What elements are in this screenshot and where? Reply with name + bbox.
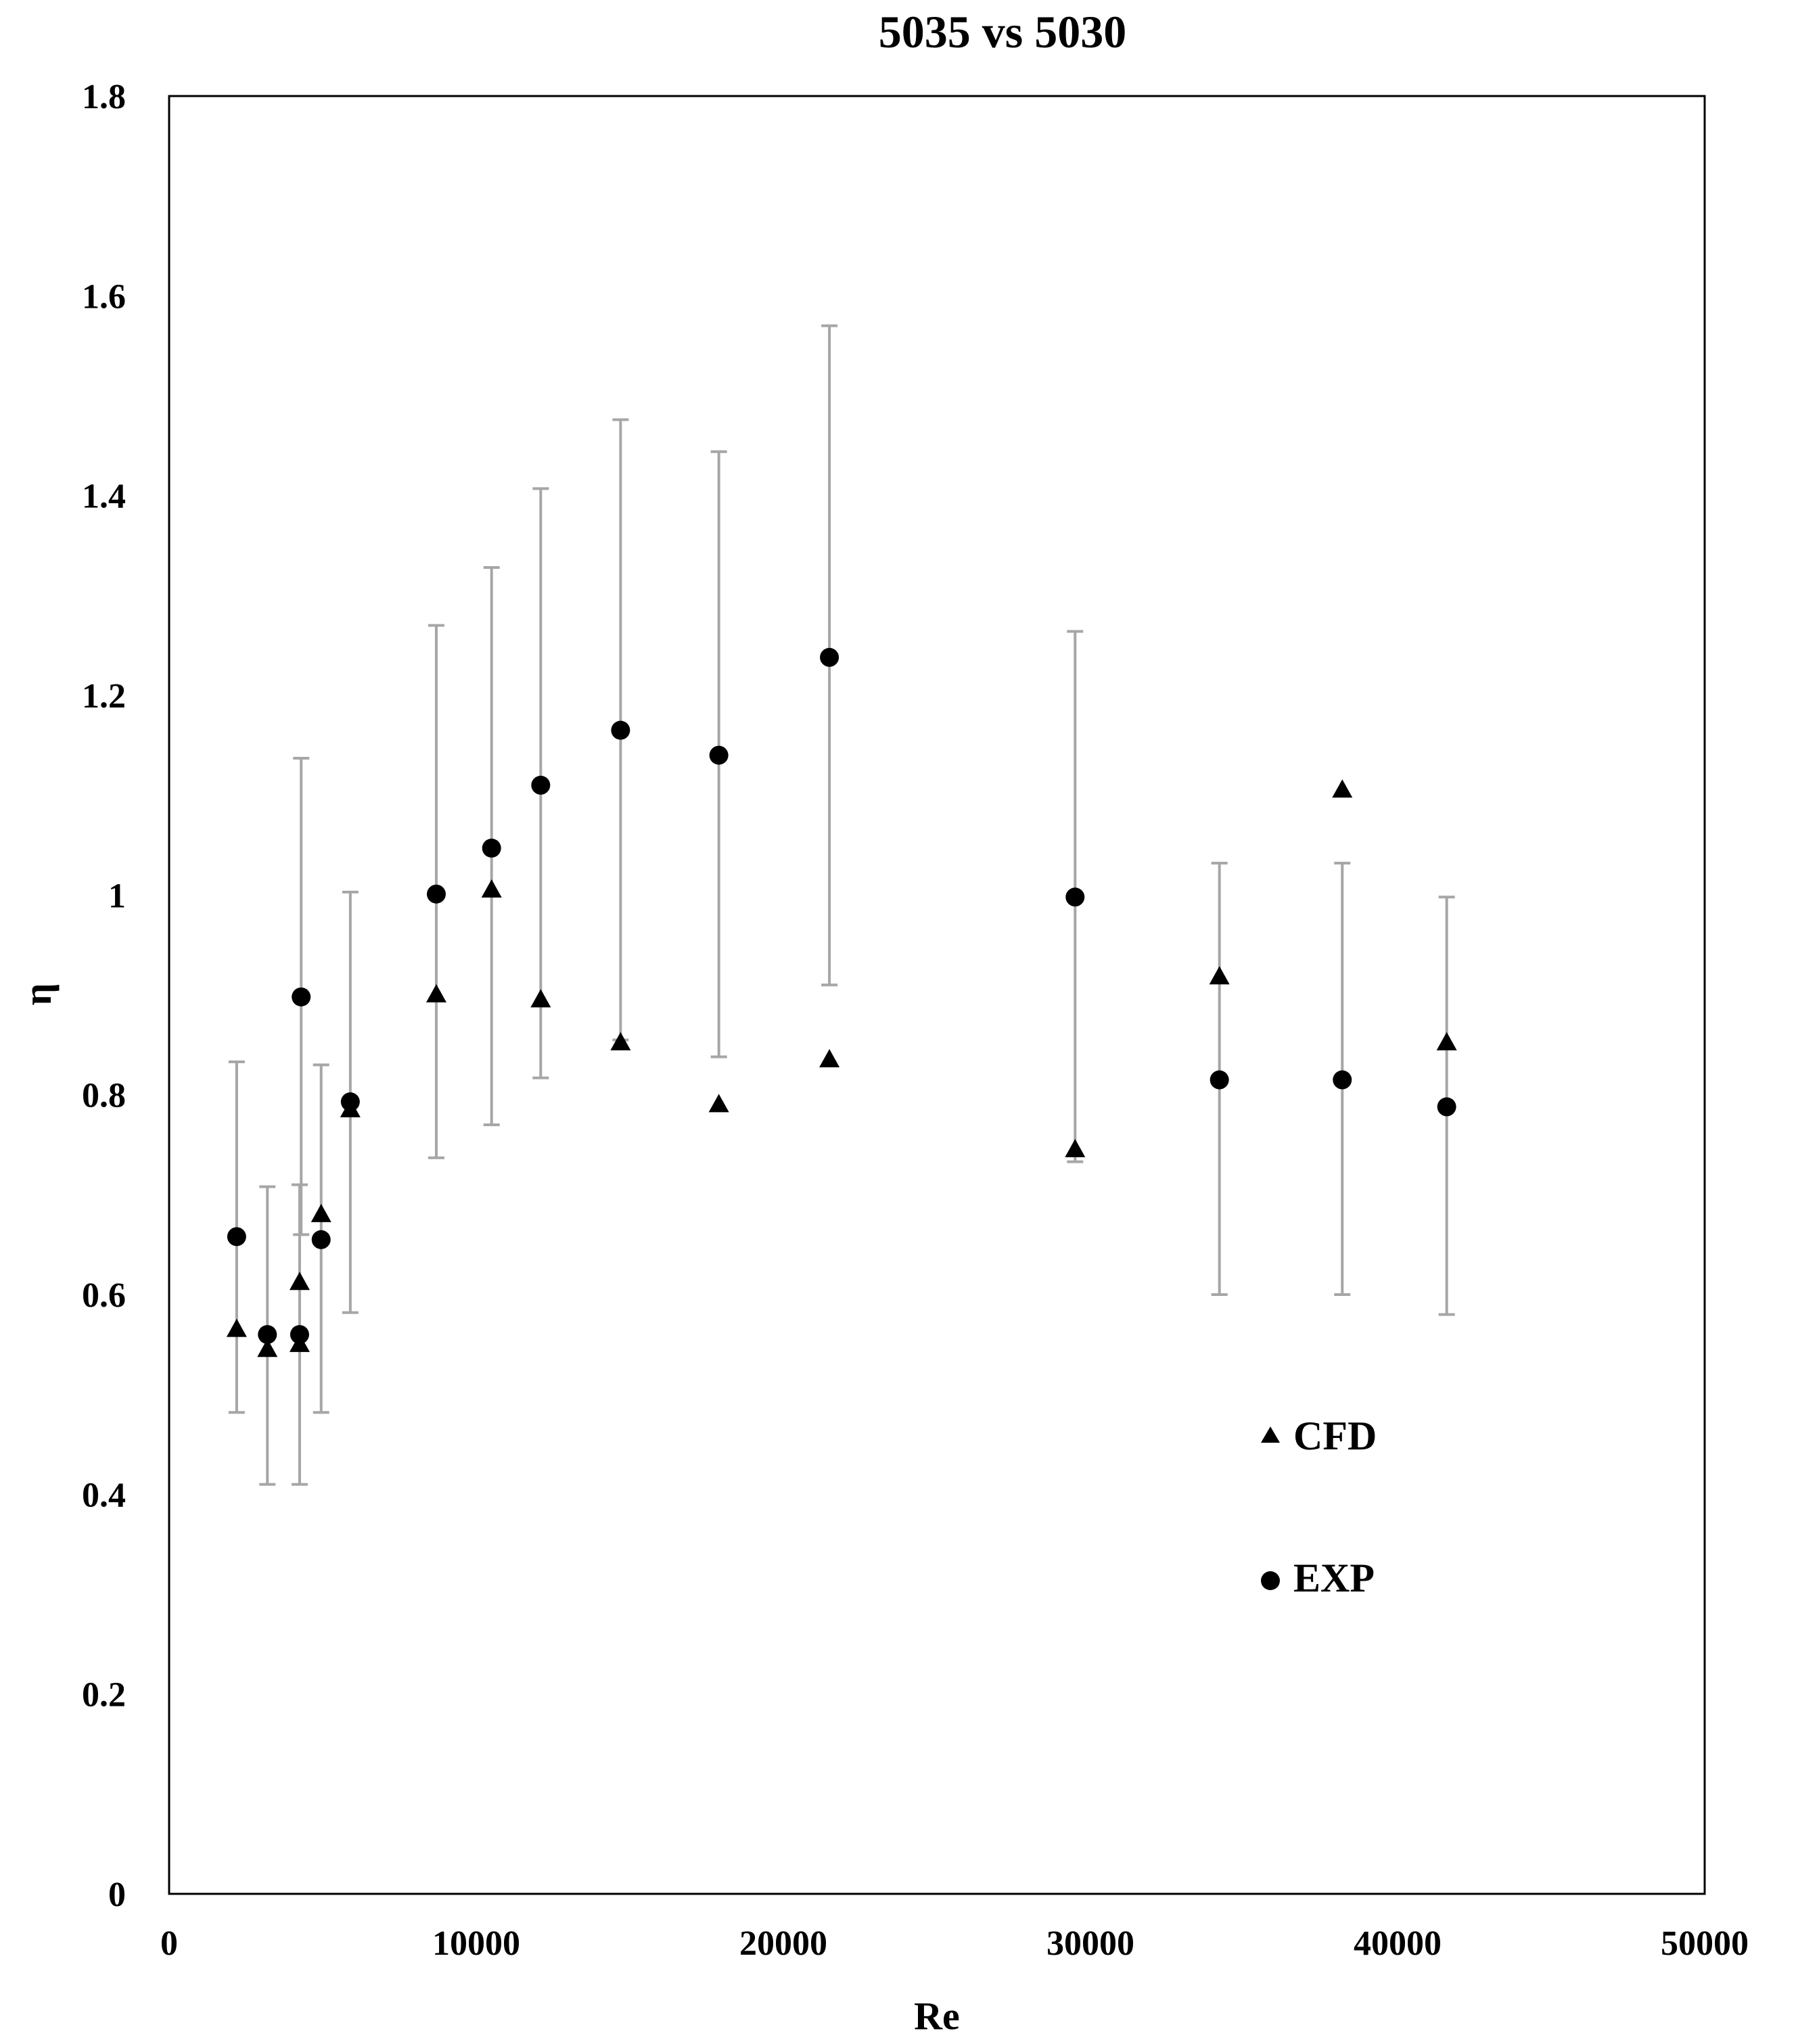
exp-error-bars [228, 324, 1455, 1486]
cfd-point [226, 1318, 247, 1337]
exp-series [227, 647, 1456, 1345]
exp-point [531, 775, 551, 795]
legend-exp-marker [1261, 1571, 1280, 1590]
exp-point [227, 1227, 246, 1247]
exp-point [292, 987, 311, 1006]
plot-area [168, 95, 1706, 1895]
cfd-point [1065, 1138, 1086, 1157]
exp-point [1437, 1097, 1456, 1117]
cfd-point [425, 984, 446, 1002]
x-tick-label: 40000 [1354, 1924, 1442, 1963]
cfd-point [1436, 1031, 1457, 1050]
cfd-point [289, 1272, 310, 1291]
legend-exp-label: EXP [1293, 1556, 1375, 1600]
exp-point [426, 884, 446, 904]
cfd-point [1332, 779, 1353, 798]
y-axis-tick-labels: 0 0.2 0.4 0.6 0.8 1 1.2 1.4 1.6 1.8 [82, 78, 126, 1914]
y-tick-label: 1.2 [82, 677, 126, 716]
exp-point [611, 720, 630, 740]
exp-point [1333, 1070, 1352, 1090]
x-tick-label: 20000 [739, 1924, 827, 1963]
x-axis-tick-labels: 0 10000 20000 30000 40000 50000 [160, 1924, 1749, 1963]
y-tick-label: 0.4 [82, 1476, 126, 1514]
cfd-point [1209, 966, 1230, 985]
exp-point [1210, 1070, 1229, 1090]
y-tick-label: 1.8 [82, 78, 126, 116]
x-tick-label: 10000 [432, 1924, 520, 1963]
exp-point [1065, 887, 1085, 907]
cfd-point [708, 1094, 729, 1113]
exp-point [311, 1230, 331, 1249]
exp-point [258, 1325, 277, 1345]
legend: CFD EXP [1261, 1414, 1377, 1600]
exp-point [482, 838, 501, 858]
cfd-point [530, 989, 551, 1008]
x-tick-label: 0 [160, 1924, 178, 1963]
cfd-point [310, 1203, 331, 1222]
y-tick-label: 0.6 [82, 1276, 126, 1315]
legend-cfd-marker [1261, 1426, 1280, 1443]
legend-cfd-label: CFD [1293, 1414, 1377, 1458]
y-tick-label: 0 [108, 1876, 126, 1914]
x-tick-label: 50000 [1661, 1924, 1749, 1963]
x-tick-label: 30000 [1046, 1924, 1134, 1963]
cfd-point [610, 1031, 631, 1050]
y-tick-label: 1.6 [82, 277, 126, 316]
y-tick-label: 1 [108, 877, 126, 915]
y-tick-label: 1.4 [82, 478, 126, 516]
x-axis-label: Re [914, 1994, 960, 2038]
y-tick-label: 0.8 [82, 1077, 126, 1115]
exp-point [820, 647, 839, 667]
cfd-series [226, 779, 1457, 1357]
exp-point [709, 745, 729, 765]
cfd-point [481, 879, 502, 898]
y-axis-label: η [16, 983, 60, 1006]
y-tick-label: 0.2 [82, 1676, 126, 1715]
exp-point [290, 1325, 309, 1345]
cfd-point [257, 1339, 278, 1357]
chart-title: 5035 vs 5030 [879, 6, 1126, 57]
exp-point [340, 1092, 360, 1112]
cfd-point [819, 1048, 840, 1067]
